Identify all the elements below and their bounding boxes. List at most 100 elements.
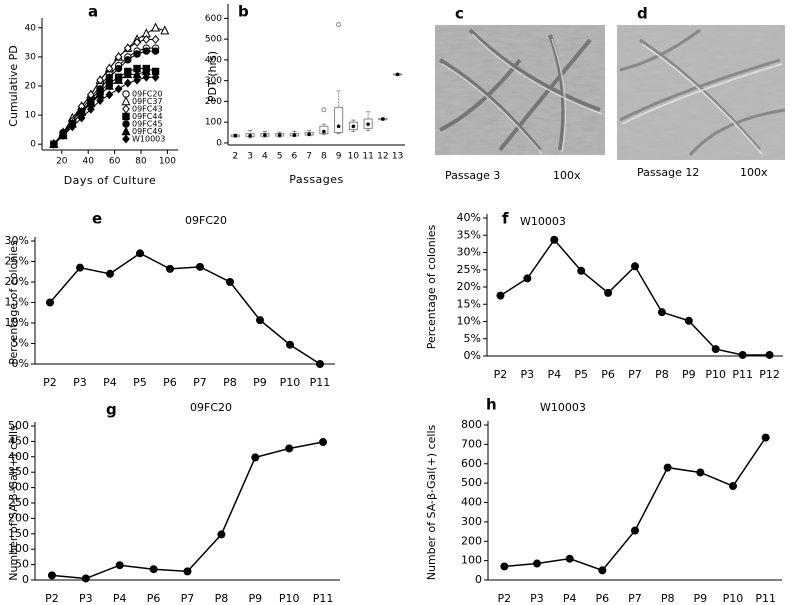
marker bbox=[105, 73, 114, 81]
marker bbox=[114, 84, 123, 94]
x-tick-label: P3 bbox=[530, 592, 544, 605]
x-tick-label: P10 bbox=[723, 592, 744, 605]
y-tick-label: 40% bbox=[457, 211, 481, 224]
marker bbox=[711, 345, 720, 354]
y-tick-label: 10% bbox=[457, 315, 481, 328]
median bbox=[322, 129, 326, 134]
x-tick-label: P8 bbox=[655, 368, 669, 381]
chart-title: W10003 bbox=[540, 401, 586, 414]
marker bbox=[105, 90, 114, 100]
x-tick-label: P2 bbox=[498, 592, 512, 605]
marker bbox=[151, 22, 161, 32]
median bbox=[277, 133, 282, 137]
y-tick-label: 300 bbox=[461, 515, 482, 528]
y-tick-label: 350 bbox=[8, 465, 29, 478]
x-tick-label: P10 bbox=[279, 592, 300, 605]
marker bbox=[533, 559, 541, 568]
y-tick-label: 30% bbox=[457, 246, 481, 259]
y-tick-label: 15% bbox=[5, 296, 29, 309]
marker bbox=[81, 574, 90, 583]
marker bbox=[523, 274, 532, 283]
y-tick-label: 20% bbox=[5, 275, 29, 288]
y-tick-label: 0% bbox=[464, 349, 481, 362]
marker bbox=[136, 249, 144, 258]
x-tick-label: P3 bbox=[79, 592, 93, 605]
marker bbox=[183, 567, 192, 576]
marker bbox=[46, 298, 54, 307]
legend-label: 09FC49 bbox=[132, 127, 163, 136]
y-tick-label: 400 bbox=[205, 55, 222, 65]
y-tick-label: 100 bbox=[205, 118, 222, 128]
y-tick-label: 500 bbox=[205, 35, 222, 45]
marker bbox=[696, 468, 705, 477]
marker bbox=[319, 438, 328, 447]
marker bbox=[550, 235, 559, 244]
median bbox=[351, 124, 356, 129]
x-tick-label: P7 bbox=[181, 592, 195, 605]
marker bbox=[765, 350, 774, 359]
marker bbox=[123, 78, 132, 88]
y-tick-label: 10 bbox=[25, 111, 37, 121]
series-line bbox=[51, 441, 324, 580]
marker bbox=[496, 291, 505, 300]
x-tick-label: P9 bbox=[682, 368, 696, 381]
marker bbox=[76, 263, 84, 272]
x-tick-label: P4 bbox=[563, 592, 577, 605]
y-tick-label: 30 bbox=[25, 52, 37, 62]
x-tick-label: 5 bbox=[277, 152, 283, 162]
x-tick-label: P6 bbox=[163, 376, 177, 389]
legend-label: 09FC43 bbox=[132, 105, 163, 114]
marker bbox=[105, 64, 114, 74]
x-tick-label: 20 bbox=[56, 157, 68, 167]
marker bbox=[133, 37, 141, 47]
outlier bbox=[336, 22, 342, 28]
marker bbox=[684, 316, 693, 325]
x-tick-label: P11 bbox=[732, 368, 753, 381]
marker bbox=[166, 264, 174, 273]
marker bbox=[565, 554, 574, 563]
x-tick-label: P8 bbox=[661, 592, 675, 605]
x-tick-label: P11 bbox=[755, 592, 776, 605]
micrograph-c bbox=[435, 25, 605, 155]
median bbox=[381, 117, 385, 121]
median bbox=[336, 124, 341, 129]
marker bbox=[114, 64, 123, 73]
marker bbox=[77, 113, 86, 123]
marker bbox=[226, 278, 234, 286]
marker bbox=[59, 130, 67, 140]
marker bbox=[124, 56, 132, 64]
x-tick-label: P5 bbox=[133, 376, 147, 389]
marker bbox=[133, 75, 141, 85]
marker bbox=[631, 262, 639, 271]
y-tick-label: 200 bbox=[205, 97, 222, 107]
x-tick-label: P10 bbox=[705, 368, 726, 381]
median bbox=[366, 122, 370, 127]
median bbox=[395, 72, 400, 77]
marker bbox=[96, 96, 104, 106]
marker bbox=[106, 269, 114, 278]
x-tick-label: P7 bbox=[628, 368, 642, 381]
marker bbox=[151, 47, 160, 55]
y-tick-label: 50 bbox=[15, 558, 29, 571]
x-tick-label: 100 bbox=[159, 157, 176, 167]
x-tick-label: 2 bbox=[233, 152, 239, 162]
x-tick-label: 6 bbox=[292, 152, 298, 162]
y-tick-label: 0 bbox=[216, 138, 222, 148]
x-tick-label: P12 bbox=[759, 368, 780, 381]
marker bbox=[114, 52, 123, 62]
x-axis-label: Passages bbox=[289, 173, 344, 186]
x-tick-label: P11 bbox=[310, 376, 331, 389]
marker bbox=[657, 308, 666, 317]
x-tick-label: P7 bbox=[628, 592, 642, 605]
legend-label: W10003 bbox=[132, 135, 165, 144]
chart-title: W10003 bbox=[520, 215, 566, 228]
y-axis-label: Number of SA-β-Gal(+) cells bbox=[7, 425, 20, 581]
x-tick-label: 9 bbox=[336, 152, 342, 162]
panel-letter: g bbox=[106, 401, 117, 419]
y-tick-label: 400 bbox=[8, 450, 29, 463]
y-tick-label: 10% bbox=[5, 316, 29, 329]
y-axis-label: PDT (hrs) bbox=[206, 51, 219, 102]
marker bbox=[149, 565, 158, 574]
panel-letter: e bbox=[92, 210, 102, 228]
